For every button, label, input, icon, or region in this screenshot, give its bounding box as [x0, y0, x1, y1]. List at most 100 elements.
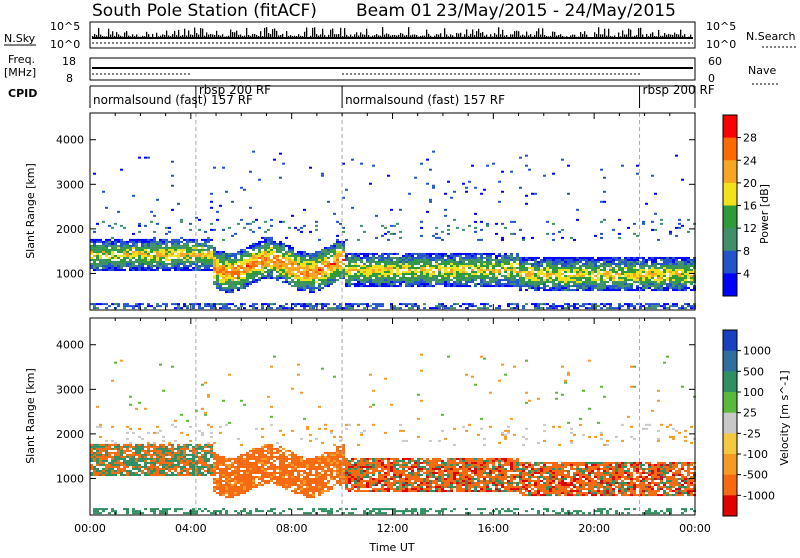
- power-cell: [618, 219, 621, 221]
- power-cell: [600, 281, 603, 283]
- power-cell: [465, 277, 468, 279]
- power-cell: [333, 277, 336, 279]
- power-cell: [426, 273, 429, 275]
- power-cell: [381, 261, 384, 263]
- power-cell: [579, 259, 582, 261]
- power-cell: [657, 279, 660, 281]
- velocity-cell: [153, 474, 156, 476]
- power-cell: [417, 267, 420, 269]
- power-cell: [231, 235, 234, 237]
- power-cell: [627, 265, 630, 267]
- power-cell: [645, 303, 648, 305]
- power-cell: [96, 249, 99, 251]
- power-cell: [336, 265, 339, 267]
- power-cell: [681, 287, 684, 289]
- power-cell: [420, 269, 423, 271]
- power-cell: [240, 277, 243, 279]
- power-cell: [210, 261, 213, 263]
- power-cell: [288, 263, 291, 265]
- power-cell: [603, 281, 606, 283]
- power-cell: [123, 303, 126, 305]
- power-cell: [303, 287, 306, 289]
- cpid-label: CPID: [8, 87, 37, 100]
- power-cell: [519, 157, 522, 159]
- power-cell: [303, 303, 306, 305]
- power-cell: [390, 269, 393, 271]
- power-cell: [399, 279, 402, 281]
- power-cell: [273, 247, 276, 249]
- power-cell: [672, 275, 675, 277]
- power-cell: [105, 251, 108, 253]
- power-cell: [570, 267, 573, 269]
- power-cell: [618, 261, 621, 263]
- power-cell: [264, 243, 267, 245]
- power-cell: [213, 249, 216, 251]
- velocity-cell: [159, 510, 162, 512]
- power-cell: [240, 305, 243, 307]
- power-cell: [306, 275, 309, 277]
- velocity-cell: [159, 460, 162, 462]
- velocity-cell: [210, 432, 213, 434]
- power-cell: [216, 261, 219, 263]
- power-cell: [675, 275, 678, 277]
- velocity-cell: [162, 474, 165, 476]
- power-cell: [573, 275, 576, 277]
- power-cell: [603, 257, 606, 259]
- power-cell: [681, 289, 684, 291]
- power-cell: [633, 261, 636, 263]
- power-cell: [186, 267, 189, 269]
- velocity-cell: [204, 466, 207, 468]
- power-cell: [456, 265, 459, 267]
- power-cell: [456, 281, 459, 283]
- velocity-cell: [150, 510, 153, 512]
- power-cell: [108, 261, 111, 263]
- power-cell: [600, 169, 603, 171]
- velocity-cell: [126, 450, 129, 452]
- power-cell: [663, 303, 666, 305]
- power-cell: [498, 273, 501, 275]
- power-cell: [552, 305, 555, 307]
- power-cell: [105, 267, 108, 269]
- power-cell: [180, 267, 183, 269]
- power-cell: [210, 201, 213, 203]
- power-cell: [681, 307, 684, 309]
- power-cell: [537, 273, 540, 275]
- colorbar-tick-label: 16: [743, 200, 757, 213]
- power-cell: [429, 267, 432, 269]
- power-cell: [393, 253, 396, 255]
- velocity-cell: [141, 456, 144, 458]
- power-cell: [261, 265, 264, 267]
- power-cell: [495, 277, 498, 279]
- power-cell: [576, 273, 579, 275]
- power-cell: [216, 285, 219, 287]
- velocity-cell: [231, 496, 234, 498]
- velocity-cell: [198, 468, 201, 470]
- velocity-cell: [210, 464, 213, 466]
- power-cell: [594, 281, 597, 283]
- power-cell: [261, 275, 264, 277]
- power-cell: [120, 251, 123, 253]
- power-cell: [648, 271, 651, 273]
- power-cell: [327, 267, 330, 269]
- power-cell: [228, 287, 231, 289]
- power-cell: [663, 259, 666, 261]
- power-cell: [507, 303, 510, 305]
- power-cell: [216, 267, 219, 269]
- power-cell: [396, 271, 399, 273]
- power-cell: [312, 271, 315, 273]
- colorbar-tick-label: 20: [743, 177, 757, 190]
- power-cell: [252, 307, 255, 309]
- power-cell: [237, 289, 240, 291]
- power-cell: [102, 267, 105, 269]
- power-cell: [549, 289, 552, 291]
- power-cell: [363, 281, 366, 283]
- power-cell: [144, 241, 147, 243]
- power-cell: [432, 265, 435, 267]
- velocity-cell: [129, 444, 132, 446]
- power-cell: [633, 233, 636, 235]
- velocity-cell: [228, 464, 231, 466]
- power-cell: [282, 261, 285, 263]
- power-cell: [93, 243, 96, 245]
- power-cell: [255, 271, 258, 273]
- power-cell: [465, 273, 468, 275]
